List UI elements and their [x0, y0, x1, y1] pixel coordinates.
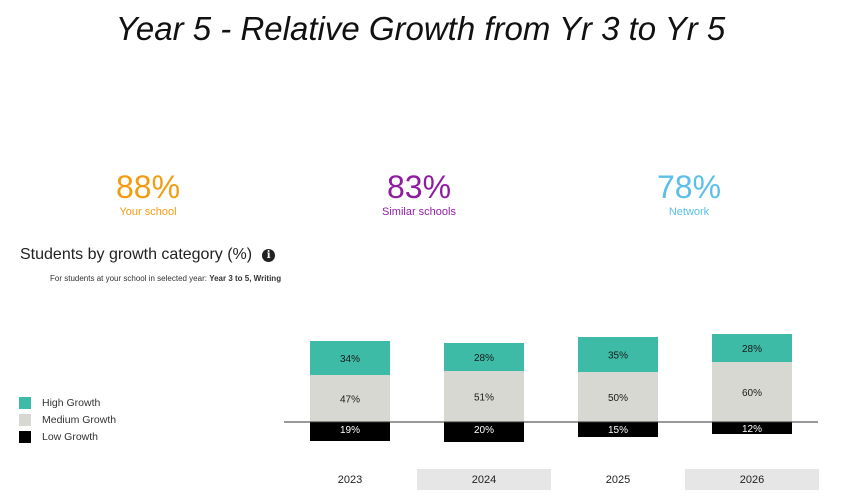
- kpi-value: 83%: [386, 169, 452, 205]
- bar-segment-high-growth: [310, 341, 390, 375]
- kpi-your-school: 88% Your school: [48, 168, 248, 219]
- bar-segment-low-growth: [578, 422, 658, 437]
- kpi-value: 88%: [115, 169, 181, 205]
- bar-segment-high-growth: [578, 337, 658, 372]
- kpi-label: Network: [668, 206, 710, 218]
- data-label-medium-growth: 50%: [608, 393, 628, 404]
- kpi-label: Your school: [119, 206, 177, 218]
- category-band: [551, 469, 685, 490]
- legend-swatch: [19, 430, 31, 443]
- data-label-high-growth: 34%: [340, 354, 360, 365]
- bar-segment-medium-growth: [444, 371, 524, 422]
- legend-label: Medium Growth: [42, 413, 117, 426]
- section-title: Students by growth category (%) i: [20, 246, 276, 264]
- category-band: [283, 469, 417, 490]
- page-title: Year 5 - Relative Growth from Yr 3 to Yr…: [115, 10, 726, 47]
- category-band: [685, 469, 819, 490]
- kpi-similar-schools: 83% Similar schools: [319, 168, 519, 219]
- legend-item-medium-growth: Medium Growth: [19, 411, 116, 428]
- data-label-high-growth: 28%: [742, 344, 762, 355]
- bar-segment-medium-growth: [712, 362, 792, 422]
- caption-prefix: For students at your school in selected …: [50, 274, 210, 283]
- legend-item-low-growth: Low Growth: [19, 428, 116, 445]
- x-tick-label: 2024: [472, 474, 496, 486]
- legend-label: Low Growth: [42, 430, 99, 443]
- kpi-value: 78%: [656, 169, 722, 205]
- caption-selection: Year 3 to 5, Writing: [209, 274, 282, 283]
- data-label-high-growth: 35%: [608, 351, 628, 362]
- data-label-low-growth: 12%: [742, 424, 762, 435]
- legend-swatch: [19, 413, 31, 426]
- bar-segment-medium-growth: [578, 372, 658, 422]
- info-icon[interactable]: i: [262, 248, 276, 262]
- data-label-low-growth: 15%: [608, 425, 628, 436]
- data-label-low-growth: 19%: [340, 425, 360, 436]
- category-band: [417, 469, 551, 490]
- data-label-low-growth: 20%: [474, 425, 494, 436]
- data-label-medium-growth: 60%: [742, 388, 762, 399]
- data-label-high-growth: 28%: [474, 353, 494, 364]
- bar-segment-high-growth: [712, 334, 792, 362]
- x-tick-label: 2026: [740, 474, 764, 486]
- data-label-medium-growth: 47%: [340, 395, 360, 406]
- legend-item-high-growth: High Growth: [19, 394, 116, 411]
- kpi-label: Similar schools: [382, 206, 456, 218]
- legend-label: High Growth: [42, 396, 101, 409]
- x-tick-label: 2023: [338, 474, 362, 486]
- bar-segment-low-growth: [310, 422, 390, 441]
- legend-swatch: [19, 396, 31, 409]
- bar-segment-low-growth: [444, 422, 524, 442]
- data-label-medium-growth: 51%: [474, 393, 494, 404]
- bar-segment-low-growth: [712, 422, 792, 434]
- bar-segment-medium-growth: [310, 375, 390, 422]
- bar-segment-high-growth: [444, 343, 524, 371]
- x-tick-label: 2025: [606, 474, 630, 486]
- section-title-text: Students by growth category (%): [20, 246, 253, 263]
- kpi-network: 78% Network: [589, 168, 789, 219]
- chart-caption: For students at your school in selected …: [50, 274, 281, 283]
- chart-legend: High Growth Medium Growth Low Growth: [19, 394, 116, 445]
